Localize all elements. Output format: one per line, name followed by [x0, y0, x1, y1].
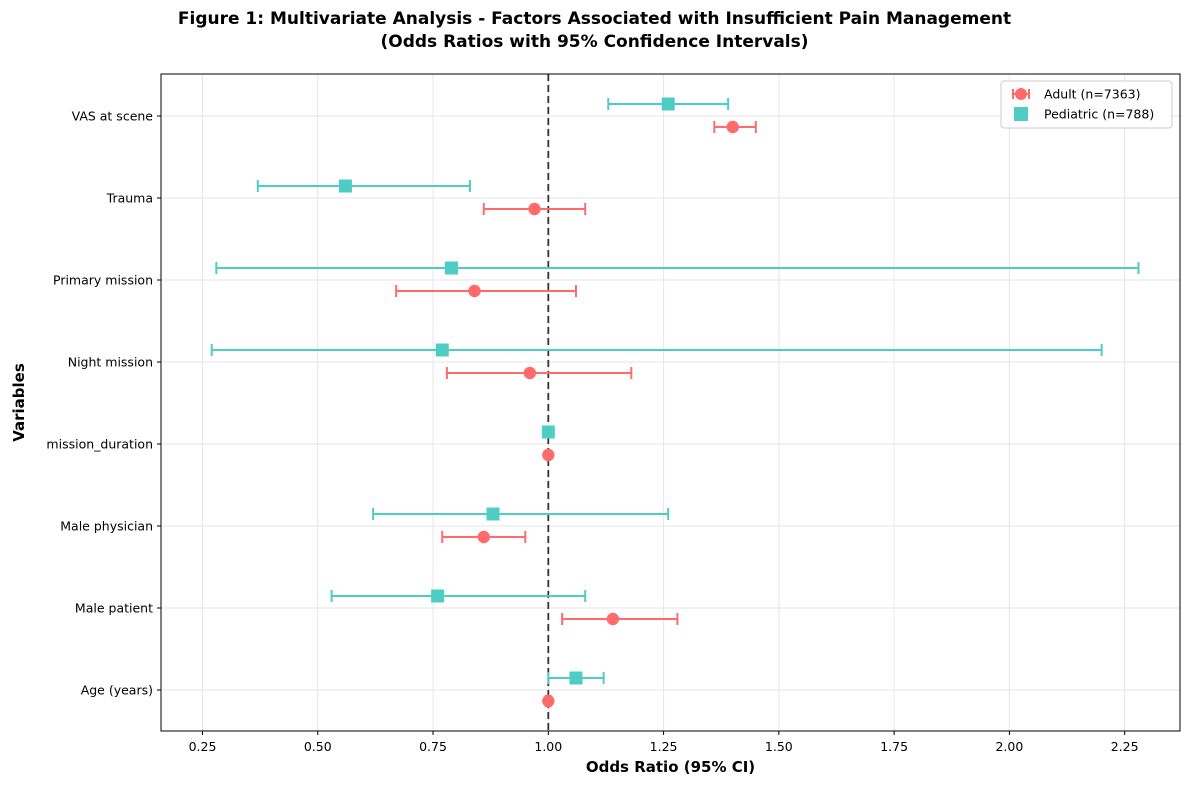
x-tick-label: 1.00	[534, 739, 562, 754]
point-marker	[542, 694, 555, 708]
x-tick-label: 0.25	[189, 739, 217, 754]
point-marker	[431, 589, 445, 603]
point-marker	[726, 120, 739, 134]
y-tick-label: Trauma	[106, 191, 153, 206]
legend-label: Adult (n=7363)	[1044, 87, 1141, 102]
point-marker	[528, 202, 541, 216]
point-marker	[606, 612, 620, 626]
y-tick-label: Age (years)	[81, 683, 153, 698]
point-marker	[542, 448, 555, 462]
x-tick-label: 2.00	[995, 739, 1023, 754]
plot-frame	[160, 73, 1181, 732]
x-tick-label: 1.50	[765, 739, 793, 754]
x-axis-label: Odds Ratio (95% CI)	[586, 758, 755, 776]
chart-title: Figure 1: Multivariate Analysis - Factor…	[178, 9, 1011, 29]
point-marker	[435, 343, 449, 357]
point-marker	[486, 507, 500, 521]
x-tick-label: 0.75	[419, 739, 447, 754]
y-tick-label: Male patient	[75, 601, 153, 616]
series-pediatric	[210, 97, 1140, 685]
point-marker	[661, 97, 675, 111]
point-marker	[569, 671, 583, 685]
legend-marker	[1015, 88, 1027, 100]
y-axis-ticks: Age (years) Male patient Male physician mis…	[46, 109, 161, 698]
point-marker	[338, 179, 352, 193]
point-marker	[477, 530, 490, 544]
y-axis-label: Variables	[10, 363, 28, 442]
x-tick-label: 2.25	[1111, 739, 1139, 754]
point-marker	[468, 284, 481, 298]
series-adult	[395, 120, 757, 708]
legend-label: Pediatric (n=788)	[1044, 107, 1154, 122]
x-tick-label: 1.25	[650, 739, 678, 754]
legend: Adult (n=7363) Pediatric (n=788)	[1000, 80, 1173, 129]
y-tick-label: mission_duration	[46, 437, 153, 452]
x-axis-ticks: 0.25 0.50 0.75 1.00 1.25 1.50 1.75 2.00 2.25	[189, 731, 1139, 754]
y-tick-label: VAS at scene	[72, 109, 154, 124]
legend-marker	[1014, 107, 1028, 121]
grid-lines	[161, 74, 1180, 731]
x-tick-label: 0.50	[304, 739, 332, 754]
chart-subtitle: (Odds Ratios with 95% Confidence Interva…	[380, 32, 808, 52]
y-tick-label: Primary mission	[53, 273, 153, 288]
data-series	[210, 97, 1140, 708]
x-tick-label: 1.75	[880, 739, 908, 754]
point-marker	[523, 366, 537, 380]
legend-box	[1000, 80, 1173, 129]
y-tick-label: Male physician	[60, 519, 153, 534]
point-marker	[541, 425, 555, 439]
y-tick-label: Night mission	[68, 355, 153, 370]
point-marker	[444, 261, 458, 275]
